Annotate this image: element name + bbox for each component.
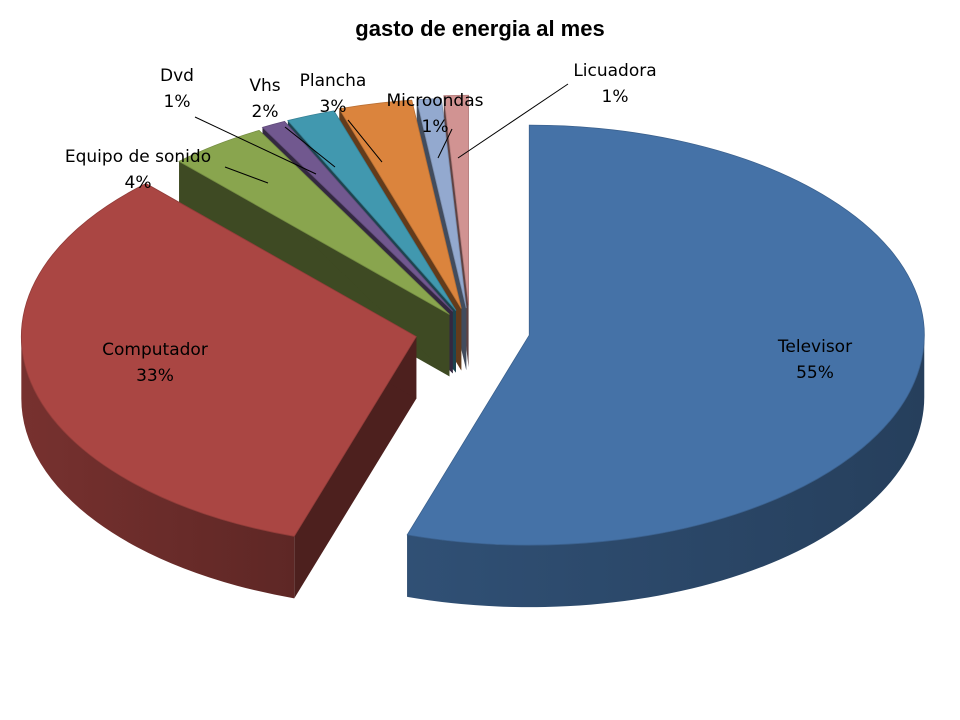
pie-slice-dvd <box>261 120 454 312</box>
slice-tops <box>20 94 925 546</box>
leader-line-vhs <box>284 126 336 168</box>
slice-label-televisor: Televisor <box>777 337 852 357</box>
slice-wall-computador <box>294 336 417 599</box>
slice-percent-licuadora: 1% <box>602 87 629 107</box>
leader-line-microondas <box>437 128 453 159</box>
slice-percent-computador: 33% <box>136 366 174 386</box>
pie-slice-plancha <box>338 99 462 309</box>
slice-label-licuadora: Licuadora <box>573 61 656 81</box>
slice-percent-plancha: 3% <box>320 97 347 117</box>
slice-label-dvd: Dvd <box>160 66 194 86</box>
pie-slice-equipo-de-sonido <box>178 129 450 315</box>
slice-percent-microondas: 1% <box>422 117 449 137</box>
slice-label-microondas: Microondas <box>387 91 484 111</box>
pie-slice-vhs <box>287 110 457 311</box>
pie-slice-microondas <box>416 98 467 309</box>
chart-title: gasto de energia al mes <box>355 16 604 41</box>
slice-side-televisor <box>407 335 925 608</box>
slice-percent-vhs: 2% <box>252 102 279 122</box>
slice-label-computador: Computador <box>102 340 208 360</box>
slice-side-computador <box>21 336 295 599</box>
slice-label-plancha: Plancha <box>300 71 367 91</box>
leader-line-plancha <box>347 119 383 163</box>
slice-percent-equipo-de-sonido: 4% <box>125 173 152 193</box>
slice-label-vhs: Vhs <box>249 76 280 96</box>
pie-slice-televisor <box>406 124 925 546</box>
slice-percent-televisor: 55% <box>796 363 834 383</box>
pie-slice-computador <box>20 183 417 537</box>
slice-percent-dvd: 1% <box>164 92 191 112</box>
leader-line-dvd <box>194 116 317 175</box>
slice-label-equipo-de-sonido: Equipo de sonido <box>65 147 211 167</box>
leader-line-equipo-de-sonido <box>224 166 269 184</box>
pie-slice-licuadora <box>443 94 469 306</box>
slice-labels: Televisor 55% Computador 33% Equipo de sonid… <box>65 61 852 386</box>
leader-line-licuadora <box>457 83 569 159</box>
